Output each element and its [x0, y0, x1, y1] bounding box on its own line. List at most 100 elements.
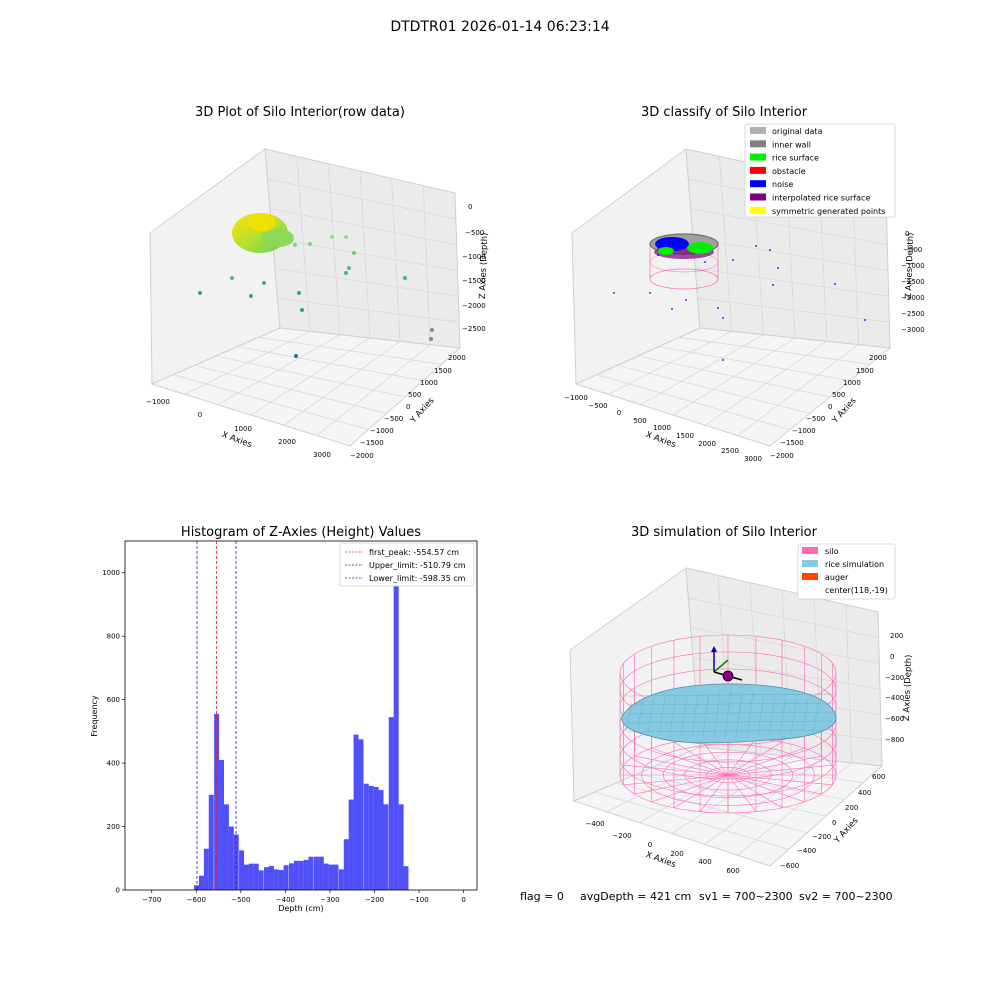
- panel2-legend: original data inner wall rice surface obsta…: [744, 123, 896, 218]
- mesh-line: [735, 691, 743, 738]
- histogram-bar: [228, 826, 234, 890]
- data-point: [352, 251, 356, 255]
- panel3-plot-area: [125, 541, 477, 890]
- histogram-bar: [258, 870, 264, 890]
- panel4-ytick: 400: [858, 789, 871, 797]
- panel4-ytick: 200: [845, 804, 858, 812]
- data-point: [294, 354, 298, 358]
- panel2-title: 3D classify of Silo Interior: [641, 105, 808, 120]
- legend-label: Lower_limit: -598.35 cm: [369, 574, 466, 583]
- panel4-ztick: 200: [890, 632, 903, 640]
- legend-label: center(118,-19): [825, 586, 888, 595]
- histogram-bar: [363, 783, 369, 890]
- panel4-xtick: −200: [612, 832, 631, 840]
- panel1-ztick: −1500: [462, 277, 486, 285]
- panel3-xticks: −700 −600 −500 −400 −300 −200 −100 0: [142, 890, 466, 904]
- mesh-line: [812, 701, 820, 732]
- silo-spoke: [699, 738, 729, 776]
- legend-label: auger: [825, 573, 849, 582]
- panel-simulation: 3D simulation of Silo Interior silo rice …: [569, 525, 914, 875]
- histogram-bar: [194, 885, 200, 890]
- data-point: [230, 276, 234, 280]
- silo-spoke: [727, 774, 822, 795]
- panel2-grid: [596, 156, 890, 436]
- data-point: [344, 271, 348, 275]
- panel1-xtick: 1000: [234, 425, 252, 433]
- xtick-label: −100: [409, 896, 428, 904]
- histogram-bar: [318, 856, 324, 890]
- noise-point: [732, 259, 734, 261]
- panel2-zlabel: Z Axies (Depth): [904, 232, 916, 299]
- ytick-label: 400: [107, 760, 120, 768]
- histogram-bar: [293, 860, 299, 890]
- mesh-line: [779, 696, 787, 735]
- panel2-ytick: 500: [832, 391, 845, 399]
- panel4-xtick: 600: [726, 867, 739, 875]
- mesh-line: [691, 694, 699, 736]
- panel1-xtick: 2000: [278, 438, 296, 446]
- mesh-line: [636, 701, 644, 732]
- histogram-bar: [198, 875, 204, 890]
- legend-label: obstacle: [772, 167, 806, 176]
- panel2-xtick: 2500: [721, 447, 739, 455]
- footer-sv1: sv1 = 700~2300: [699, 890, 793, 903]
- panel3-ref-lines: [196, 541, 237, 890]
- mesh-line: [658, 698, 666, 734]
- panel4-rice-mesh: [625, 689, 833, 739]
- panel4-title: 3D simulation of Silo Interior: [631, 525, 818, 540]
- legend-swatch: [750, 166, 766, 174]
- histogram-bar: [303, 859, 309, 890]
- panel2-rice-surface-cluster: [658, 247, 674, 255]
- panel3-ylabel: Frequency: [90, 695, 99, 737]
- silo-spoke: [727, 774, 805, 803]
- xtick-label: −300: [320, 896, 339, 904]
- histogram-bar: [403, 866, 409, 890]
- data-point: [297, 291, 301, 295]
- xtick-label: −600: [187, 896, 206, 904]
- histogram-bar: [219, 759, 225, 890]
- panel1-zlabel: Z Axies (Depth): [478, 232, 490, 299]
- panel1-ytick: 500: [408, 391, 421, 399]
- histogram-bar: [343, 839, 349, 890]
- panel4-ytick: 0: [832, 819, 836, 827]
- panel2-ztick: −2000: [901, 294, 925, 302]
- panel4-auger-y-axis: [713, 659, 729, 673]
- silo-floor-ring: [706, 767, 750, 783]
- data-point: [293, 243, 297, 247]
- silo-floor-ring: [684, 759, 772, 791]
- figure-suptitle: DTDTR01 2026-01-14 06:23:14: [390, 19, 609, 35]
- histogram-bar: [283, 865, 289, 890]
- panel2-ytick: 1500: [856, 367, 874, 375]
- panel2-ytick: −500: [806, 415, 825, 423]
- legend-swatch: [750, 140, 766, 148]
- panel3-yticks: 0 200 400 600 800 1000: [102, 569, 125, 895]
- panel4-rice-surface: [621, 683, 837, 744]
- panel2-ytick: 2000: [869, 354, 887, 362]
- histogram-bar: [338, 869, 344, 890]
- ytick-label: 200: [107, 823, 120, 831]
- mesh-line: [790, 698, 798, 734]
- noise-point: [755, 245, 757, 247]
- noise-point: [864, 319, 866, 321]
- histogram-bar: [323, 863, 329, 890]
- panel4-ytick: −600: [780, 862, 799, 870]
- panel2-zticks: 0 −500 −1000 −1500 −2000 −2500 −3000: [901, 230, 925, 334]
- panel1-ztick: −2000: [462, 302, 486, 310]
- silo-spoke: [727, 774, 783, 809]
- panel4-ytick: −200: [812, 833, 831, 841]
- panel1-ytick: 1000: [420, 379, 438, 387]
- histogram-bar: [368, 785, 374, 890]
- panel4-xtick: 0: [648, 841, 652, 849]
- silo-floor-ring: [641, 744, 815, 806]
- panel1-ytick: −1000: [370, 427, 394, 435]
- panel2-xtick: −1000: [564, 394, 588, 402]
- panel1-ztick: −1000: [462, 253, 486, 261]
- panel1-ytick: −2000: [350, 452, 374, 460]
- legend-label: rice surface: [772, 154, 819, 163]
- mesh-line: [801, 699, 809, 733]
- panel2-ytick: 0: [828, 403, 832, 411]
- panel4-ztick: −400: [885, 694, 904, 702]
- panel1-ztick: 0: [468, 203, 472, 211]
- panel2-scatter-points: [613, 245, 866, 361]
- noise-point: [717, 307, 719, 309]
